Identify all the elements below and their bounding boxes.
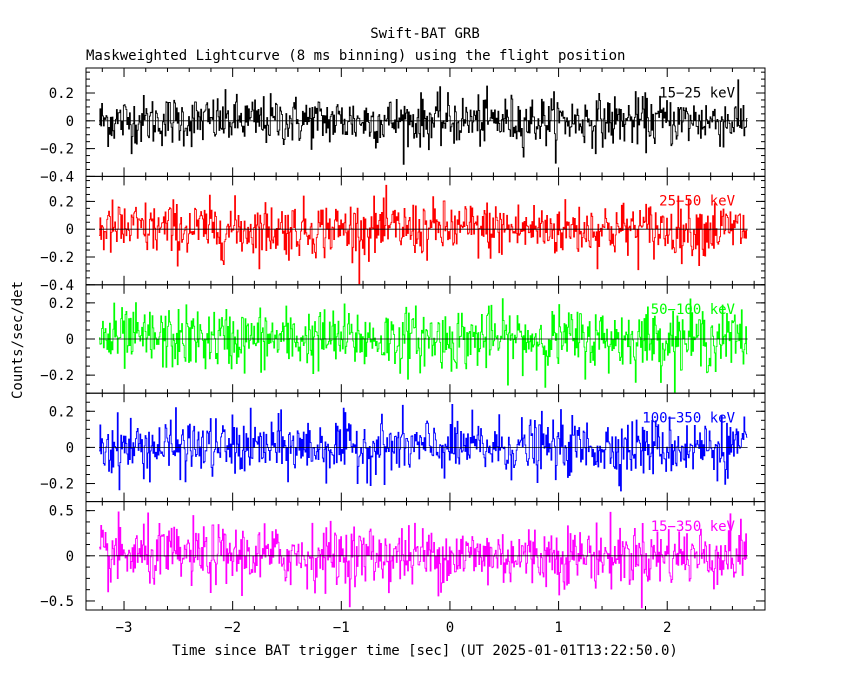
y-tick-label-4-1: 0 (66, 549, 74, 565)
x-axis-label: Time since BAT trigger time [sec] (UT 20… (172, 643, 678, 659)
x-tick-label-2: −1 (333, 620, 350, 636)
y-axis-label: Counts/sec/det (10, 281, 26, 399)
chart-subtitle: Maskweighted Lightcurve (8 ms binning) u… (86, 48, 625, 64)
panel-2: −0.2 0 0.2 50−100 keV (40, 284, 766, 394)
y-tick-label-0-1: −0.2 (40, 142, 74, 158)
y-tick-label-0-3: 0.2 (49, 86, 74, 102)
x-tick-label-4: 1 (554, 620, 562, 636)
y-tick-label-0-0: −0.4 (40, 169, 74, 185)
band-label-3: 100−350 keV (642, 410, 735, 426)
y-tick-label-1-0: −0.4 (40, 278, 74, 294)
y-tick-label-1-2: 0 (66, 222, 74, 238)
y-tick-label-2-2: 0.2 (49, 296, 74, 312)
x-tick-label-3: 0 (446, 620, 454, 636)
y-tick-label-1-3: 0.2 (49, 194, 74, 210)
y-tick-label-0-2: 0 (66, 114, 74, 130)
band-label-0: 15−25 keV (659, 85, 735, 101)
y-tick-label-4-0: −0.5 (40, 594, 74, 610)
panels-group: −0.4 −0.2 0 0.2 15−25 keV −0.4 −0.2 0 0.2 25−50 k… (40, 67, 766, 636)
y-tick-label-2-0: −0.2 (40, 368, 74, 384)
panel-0: −0.4 −0.2 0 0.2 15−25 keV (40, 67, 766, 185)
y-tick-label-2-1: 0 (66, 332, 74, 348)
y-tick-label-3-0: −0.2 (40, 477, 74, 493)
series-line-3 (99, 404, 748, 492)
y-tick-label-3-1: 0 (66, 440, 74, 456)
band-label-1: 25−50 keV (659, 194, 735, 210)
band-label-4: 15−350 keV (651, 519, 736, 535)
band-label-2: 50−100 keV (651, 302, 736, 318)
x-tick-label-0: −3 (116, 620, 133, 636)
y-tick-label-3-2: 0.2 (49, 404, 74, 420)
panel-3: −0.2 0 0.2 100−350 keV (40, 392, 766, 503)
y-tick-label-4-2: 0.5 (49, 504, 74, 520)
series-line-2 (99, 298, 748, 393)
chart-title: Swift-BAT GRB (370, 26, 480, 42)
series-line-0 (99, 79, 748, 165)
x-tick-label-5: 2 (663, 620, 671, 636)
panel-frame-1 (85, 175, 766, 286)
panel-4: −0.5 0 0.5 15−350 keV (40, 501, 766, 611)
series-line-4 (99, 511, 748, 609)
x-tick-label-1: −2 (224, 620, 241, 636)
y-tick-label-1-1: −0.2 (40, 250, 74, 266)
panel-1: −0.4 −0.2 0 0.2 25−50 keV (40, 175, 766, 294)
series-line-1 (99, 184, 748, 285)
